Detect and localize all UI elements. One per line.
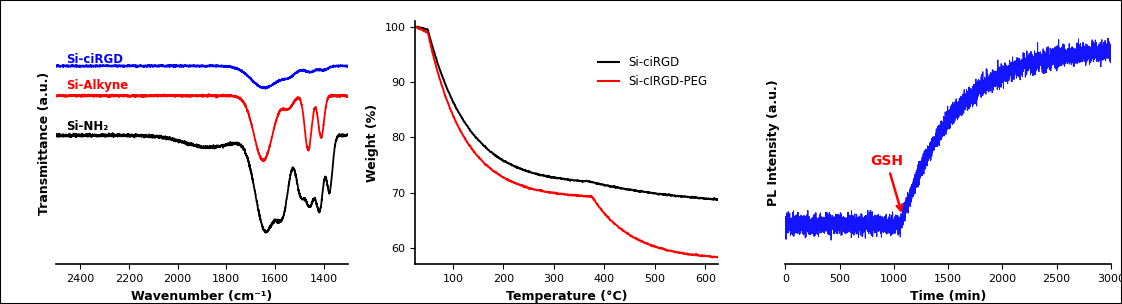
- Y-axis label: PL Intensity (a.u.): PL Intensity (a.u.): [766, 80, 780, 206]
- Text: Si-ciRGD: Si-ciRGD: [66, 53, 122, 66]
- Legend: Si-ciRGD, Si-cIRGD-PEG: Si-ciRGD, Si-cIRGD-PEG: [592, 51, 712, 93]
- X-axis label: Wavenumber (cm⁻¹): Wavenumber (cm⁻¹): [131, 290, 273, 303]
- Text: GSH: GSH: [870, 154, 903, 210]
- Text: Si-Alkyne: Si-Alkyne: [66, 79, 128, 92]
- Text: Si-NH₂: Si-NH₂: [66, 120, 108, 133]
- X-axis label: Time (min): Time (min): [910, 290, 986, 303]
- X-axis label: Temperature (°C): Temperature (°C): [506, 290, 627, 303]
- Y-axis label: Weight (%): Weight (%): [366, 104, 379, 182]
- Y-axis label: Transmittance (a.u.): Transmittance (a.u.): [37, 71, 50, 215]
